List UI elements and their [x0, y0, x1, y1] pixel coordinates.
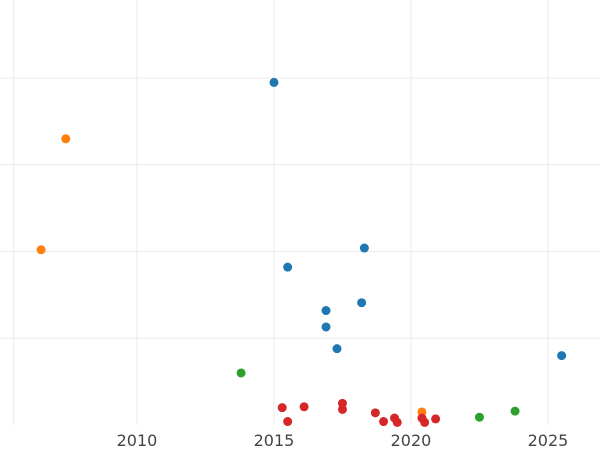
data-point: [321, 306, 331, 316]
data-point: [236, 368, 246, 378]
data-point: [321, 322, 331, 332]
data-point: [359, 243, 369, 253]
data-point: [392, 417, 402, 427]
data-point: [283, 262, 293, 272]
data-point: [337, 404, 347, 414]
data-point: [431, 414, 441, 424]
data-point: [510, 406, 520, 416]
data-point: [332, 344, 342, 354]
data-point: [36, 245, 46, 255]
gridlines: [0, 0, 600, 425]
x-tick-label: 2015: [254, 431, 295, 450]
data-point: [357, 298, 367, 308]
data-point: [379, 417, 389, 427]
data-point: [277, 403, 287, 413]
data-point: [269, 77, 279, 87]
data-point: [474, 412, 484, 422]
data-point: [370, 408, 380, 418]
x-tick-label: 2025: [528, 431, 569, 450]
data-point: [61, 134, 71, 144]
x-axis-tick-labels: 2010 2015 2020 2025: [117, 431, 569, 450]
data-point: [557, 351, 567, 361]
x-tick-label: 2010: [117, 431, 158, 450]
data-points: [36, 77, 567, 427]
data-point: [299, 402, 309, 412]
x-tick-label: 2020: [391, 431, 432, 450]
data-point: [283, 417, 293, 427]
data-point: [420, 417, 430, 427]
